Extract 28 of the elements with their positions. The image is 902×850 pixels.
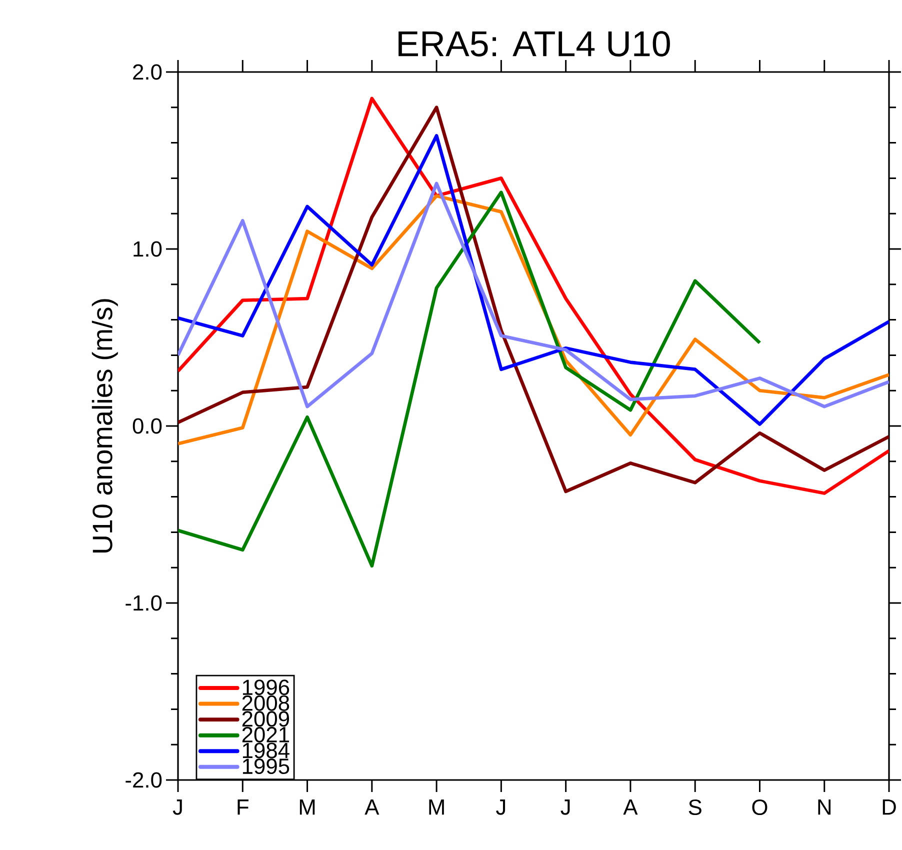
x-tick-label: J: [172, 800, 182, 815]
x-tick-label: S: [688, 800, 702, 816]
x-tick-label: N: [818, 800, 831, 815]
line-series: [178, 182, 890, 408]
legend-label: 2021: [242, 726, 289, 742]
line-series: [178, 190, 762, 568]
x-tick-label: O: [752, 800, 768, 816]
y-axis-title: U10 anomalies (m/s): [92, 299, 118, 553]
line-series: [178, 134, 890, 426]
x-tick-label: A: [623, 800, 638, 815]
y-tick-label: 1.0: [134, 241, 162, 257]
x-tick-label: M: [429, 800, 444, 815]
x-tick-label: F: [238, 800, 248, 815]
y-tick-label: 2.0: [133, 64, 162, 80]
x-tick-label: J: [496, 800, 506, 815]
y-tick-label: 0.0: [132, 418, 162, 434]
legend-label: 1995: [242, 758, 290, 774]
x-tick-label: D: [882, 800, 896, 815]
legend-label: 2008: [242, 695, 290, 711]
legend-label: 2009: [242, 711, 290, 727]
chart-title: ERA5: ATL4 U10: [398, 31, 670, 56]
x-tick-label: M: [300, 800, 315, 815]
y-tick-label: -1.0: [126, 595, 162, 611]
x-tick-label: A: [364, 800, 380, 815]
y-tick-label: -2.0: [126, 772, 162, 788]
legend-label: 1996: [242, 680, 290, 696]
x-tick-label: J: [560, 800, 570, 815]
legend-label: 1984: [242, 742, 290, 758]
